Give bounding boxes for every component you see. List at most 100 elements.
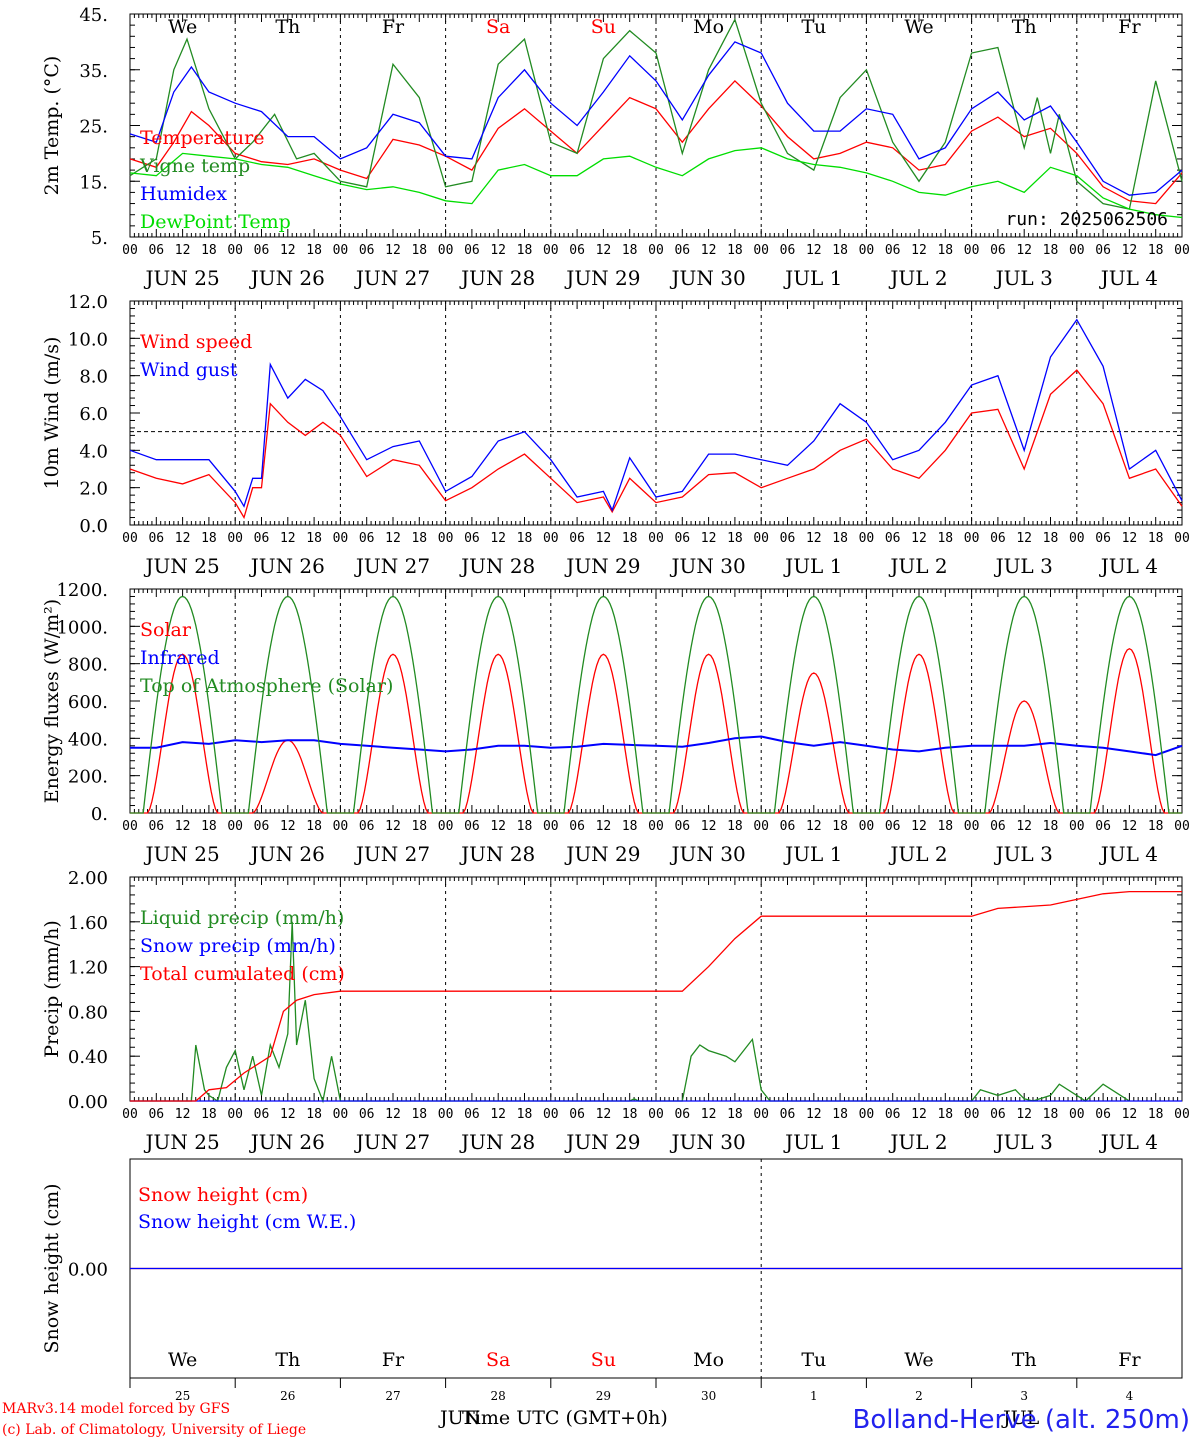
x-hour-label: 12 <box>806 1107 822 1122</box>
day-name-label: Th <box>1012 1349 1037 1371</box>
x-date-label: JUN 26 <box>249 554 325 578</box>
x-date-label: JUN 26 <box>249 842 325 866</box>
x-hour-label: 00 <box>122 243 138 258</box>
day-name-label: Su <box>591 1349 616 1371</box>
x-hour-label: 00 <box>964 531 980 546</box>
x-hour-label: 12 <box>490 243 506 258</box>
x-hour-label: 12 <box>596 531 612 546</box>
series-line-humidex <box>129 41 1183 196</box>
x-hour-label: 00 <box>227 819 243 834</box>
x-hour-label: 06 <box>569 819 585 834</box>
day-name-label: Mo <box>693 16 724 38</box>
y-tick-label: 35. <box>79 61 108 82</box>
x-hour-label: 00 <box>964 1107 980 1122</box>
x-hour-label: 06 <box>254 243 270 258</box>
day-name-label: Th <box>275 16 300 38</box>
x-hour-label: 06 <box>885 819 901 834</box>
x-hour-label: 00 <box>648 819 664 834</box>
x-hour-label: 18 <box>1043 531 1059 546</box>
day-number-label: 26 <box>280 1389 295 1403</box>
x-hour-label: 18 <box>727 819 743 834</box>
day-number-label: 2 <box>915 1389 923 1403</box>
x-hour-label: 12 <box>175 243 191 258</box>
y-tick-label: 4.0 <box>79 441 108 462</box>
x-hour-label: 06 <box>254 1107 270 1122</box>
y-tick-label: 8.0 <box>79 367 108 388</box>
x-hour-label: 00 <box>1069 243 1085 258</box>
x-date-label: JUN 25 <box>144 1130 220 1154</box>
text-layer: 5. 15. 25. 35. 45. 2m Temp. (°C) Temperature Vi… <box>41 5 1190 1403</box>
x-hour-label: 00 <box>122 531 138 546</box>
y-tick-label: 0.40 <box>68 1047 108 1068</box>
legend-entry: Top of Atmosphere (Solar) <box>140 675 393 697</box>
x-date-label: JUN 27 <box>354 554 430 578</box>
y-axis-title: Snow height (cm) <box>41 1183 63 1353</box>
x-hour-label: 12 <box>385 243 401 258</box>
x-hour-label: 12 <box>911 1107 927 1122</box>
x-hour-label: 00 <box>964 243 980 258</box>
x-hour-label: 06 <box>148 819 164 834</box>
x-date-label: JUL 3 <box>994 1130 1053 1154</box>
day-name-label: Sa <box>486 1349 510 1371</box>
x-date-label: JUN 25 <box>144 842 220 866</box>
x-date-label: JUL 2 <box>888 842 947 866</box>
x-date-label: JUL 1 <box>783 554 842 578</box>
x-hour-label: 12 <box>911 531 927 546</box>
x-hour-label: 00 <box>1174 531 1190 546</box>
day-name-label: Th <box>275 1349 300 1371</box>
x-hour-label: 12 <box>701 243 717 258</box>
series-line-infrared <box>130 735 1183 757</box>
x-date-label: JUL 4 <box>1099 842 1158 866</box>
x-hour-label: 00 <box>543 243 559 258</box>
x-hour-label: 06 <box>359 1107 375 1122</box>
day-name-label: Fr <box>382 16 405 38</box>
x-hour-label: 12 <box>806 531 822 546</box>
x-hour-label: 06 <box>464 531 480 546</box>
x-hour-label: 18 <box>832 819 848 834</box>
x-hour-label: 06 <box>464 243 480 258</box>
model-credit: MARv3.14 model forced by GFS <box>2 1401 230 1417</box>
legend-entry: Liquid precip (mm/h) <box>140 907 344 929</box>
x-hour-label: 18 <box>1148 243 1164 258</box>
x-hour-label: 12 <box>596 819 612 834</box>
x-hour-label: 12 <box>911 243 927 258</box>
y-tick-label: 5. <box>91 228 108 249</box>
day-name-label: We <box>904 16 933 38</box>
x-hour-label: 18 <box>517 819 533 834</box>
y-tick-label: 400. <box>68 729 108 750</box>
x-hour-label: 12 <box>1122 243 1138 258</box>
x-hour-label: 12 <box>280 531 296 546</box>
y-tick-label: 15. <box>79 172 108 193</box>
x-hour-label: 12 <box>1016 531 1032 546</box>
x-hour-label: 18 <box>727 243 743 258</box>
y-tick-label: 200. <box>68 767 108 788</box>
day-number-label: 27 <box>385 1389 400 1403</box>
x-hour-label: 12 <box>806 243 822 258</box>
x-hour-label: 06 <box>780 243 796 258</box>
day-number-label: 4 <box>1126 1389 1134 1403</box>
y-tick-label: 0.00 <box>68 1092 108 1113</box>
legend-entry: Infrared <box>140 647 220 669</box>
x-date-label: JUL 3 <box>994 266 1053 290</box>
legend-entry: Total cumulated (cm) <box>140 963 345 985</box>
x-hour-label: 00 <box>333 819 349 834</box>
legend-entry: Wind gust <box>140 359 238 381</box>
legend-entry: Solar <box>140 619 192 641</box>
series-line-wind-gust <box>129 318 1183 512</box>
x-hour-label: 06 <box>674 1107 690 1122</box>
x-hour-label: 06 <box>674 531 690 546</box>
x-hour-label: 18 <box>411 819 427 834</box>
day-name-label: Th <box>1012 16 1037 38</box>
x-hour-label: 12 <box>1122 1107 1138 1122</box>
x-hour-label: 06 <box>359 243 375 258</box>
x-hour-label: 18 <box>727 1107 743 1122</box>
x-hour-label: 12 <box>490 1107 506 1122</box>
x-date-label: JUL 3 <box>994 842 1053 866</box>
day-name-label: We <box>904 1349 933 1371</box>
x-date-label: JUN 27 <box>354 266 430 290</box>
y-tick-label: 12.0 <box>68 292 108 313</box>
x-hour-label: 00 <box>859 1107 875 1122</box>
x-hour-label: 18 <box>306 531 322 546</box>
x-axis-title: Time UTC (GMT+0h) <box>462 1407 668 1429</box>
day-name-label: Fr <box>382 1349 405 1371</box>
